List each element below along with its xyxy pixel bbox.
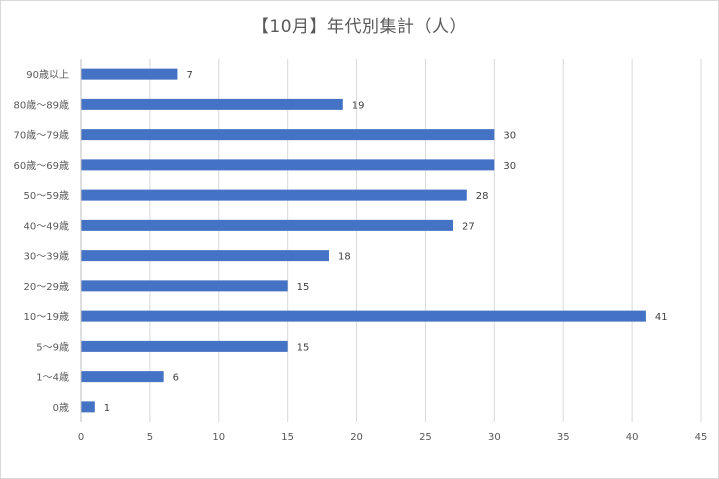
bar: [81, 219, 453, 231]
data-label: 15: [297, 282, 310, 293]
bar: [81, 371, 164, 383]
x-tick-label: 10: [212, 432, 225, 443]
chart-title: 【10月】年代別集計（人）: [251, 17, 468, 37]
category-label: 70歳〜79歳: [14, 130, 69, 142]
data-label: 19: [352, 100, 365, 111]
category-label: 0歳: [53, 402, 69, 414]
x-tick-label: 5: [147, 432, 153, 443]
category-label: 80歳〜89歳: [14, 99, 69, 111]
x-tick-label: 45: [695, 432, 708, 443]
bar: [81, 280, 288, 292]
category-label: 90歳以上: [26, 69, 69, 81]
bar: [81, 340, 288, 352]
bar: [81, 310, 646, 322]
bar: [81, 129, 495, 141]
category-label: 40〜49歳: [24, 220, 69, 232]
category-label: 10〜19歳: [24, 311, 69, 323]
x-tick-label: 15: [281, 432, 294, 443]
x-tick-label: 0: [78, 432, 84, 443]
bar: [81, 250, 329, 262]
data-label: 6: [173, 373, 179, 384]
data-label: 7: [186, 70, 192, 81]
category-label: 60歳〜69歳: [14, 160, 69, 172]
data-label: 28: [476, 191, 489, 202]
data-label: 18: [338, 252, 351, 263]
category-label: 20〜29歳: [24, 281, 69, 293]
x-tick-label: 25: [419, 432, 432, 443]
data-label: 41: [655, 312, 668, 323]
data-label: 30: [503, 161, 516, 172]
bar: [81, 401, 95, 413]
x-tick-label: 20: [350, 432, 363, 443]
bar: [81, 159, 495, 171]
category-label: 50〜59歳: [24, 190, 69, 202]
data-label: 15: [297, 342, 310, 353]
bar: [81, 98, 343, 110]
category-label: 30〜39歳: [24, 251, 69, 263]
bar: [81, 68, 178, 80]
category-label: 5〜9歳: [36, 341, 69, 353]
x-tick-label: 30: [488, 432, 501, 443]
x-tick-label: 35: [557, 432, 570, 443]
x-tick-label: 40: [626, 432, 639, 443]
category-label: 1〜4歳: [36, 372, 69, 384]
data-label: 27: [462, 221, 475, 232]
bar: [81, 189, 467, 201]
data-label: 1: [104, 403, 110, 414]
data-label: 30: [503, 131, 516, 142]
